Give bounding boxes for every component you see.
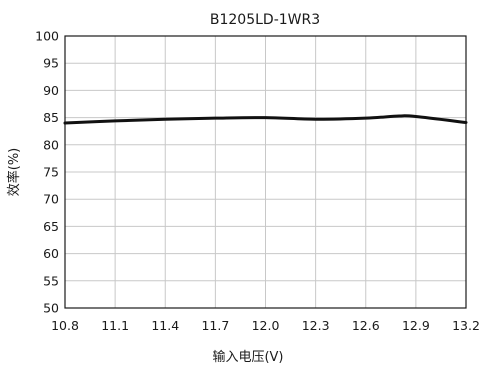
x-tick-label: 11.4 [151, 318, 179, 333]
x-tick-labels: 10.8 11.1 11.4 11.7 12.0 12.3 12.6 12.9 13.2 [51, 318, 480, 333]
y-tick-labels: 100 95 90 85 80 75 70 65 60 55 50 [35, 29, 59, 316]
y-tick-label: 50 [43, 301, 59, 316]
y-tick-label: 90 [43, 83, 59, 98]
x-axis-label: 输入电压(V) [212, 349, 283, 365]
y-tick-label: 75 [43, 165, 59, 180]
efficiency-series-line [63, 114, 468, 125]
x-tick-label: 11.1 [101, 318, 129, 333]
y-tick-label: 100 [35, 29, 59, 44]
plot-frame [64, 35, 467, 309]
y-tick-label: 55 [43, 273, 59, 288]
x-tick-label: 11.7 [201, 318, 229, 333]
y-tick-label: 95 [43, 56, 59, 71]
chart-title: B1205LD-1WR3 [210, 12, 320, 28]
grid-layer [64, 35, 467, 309]
y-axis-label: 效率(%) [6, 148, 22, 197]
x-tick-label: 12.9 [402, 318, 430, 333]
y-tick-label: 60 [43, 246, 59, 261]
y-tick-label: 85 [43, 110, 59, 125]
x-tick-label: 12.3 [302, 318, 330, 333]
x-tick-label: 13.2 [452, 318, 480, 333]
x-tick-label: 12.0 [252, 318, 280, 333]
x-tick-label: 10.8 [51, 318, 79, 333]
y-tick-label: 65 [43, 219, 59, 234]
y-tick-label: 80 [43, 137, 59, 152]
x-tick-label: 12.6 [352, 318, 380, 333]
y-tick-label: 70 [43, 192, 59, 207]
